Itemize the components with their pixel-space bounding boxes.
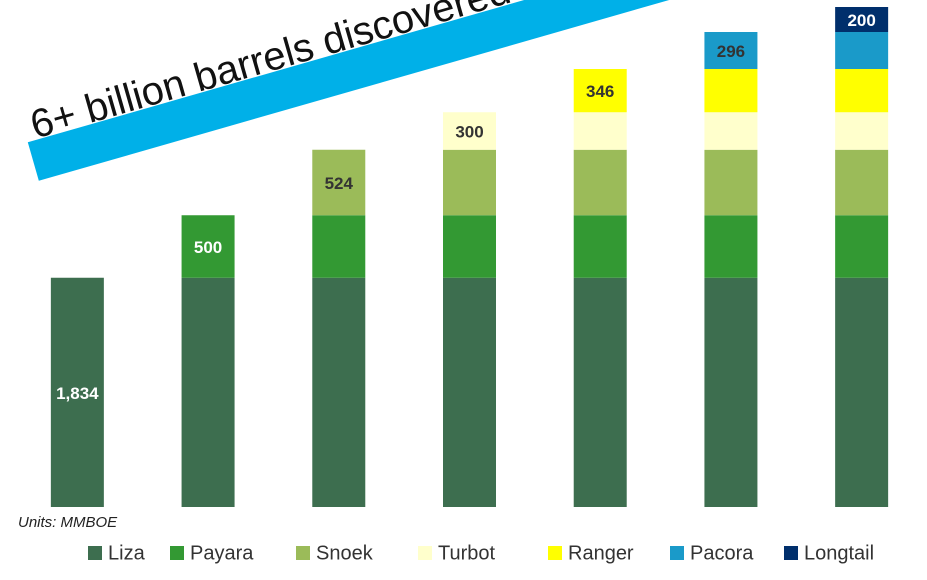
- legend-swatch: [170, 546, 184, 560]
- legend-swatch: [88, 546, 102, 560]
- data-label: 296: [717, 42, 745, 61]
- legend-swatch: [418, 546, 432, 560]
- bar-segment: [704, 149, 758, 216]
- banner-text: 6+ billion barrels discovered: [25, 0, 515, 147]
- bar-segment: [181, 215, 235, 278]
- data-label: 1,834: [56, 384, 99, 403]
- bar-segment: [573, 69, 627, 113]
- legend-swatch: [670, 546, 684, 560]
- banner: 6+ billion barrels discovered: [25, 0, 770, 181]
- banner-band: [27, 0, 770, 181]
- units-note: Units: MMBOE: [18, 514, 118, 531]
- bar-segment: [704, 112, 758, 150]
- legend-label: Turbot: [438, 542, 496, 564]
- bar-segment: [704, 69, 758, 113]
- legend-label: Longtail: [804, 542, 874, 564]
- data-label: 300: [455, 122, 483, 141]
- legend-label: Payara: [190, 542, 254, 564]
- bar-segment: [835, 69, 889, 113]
- bar-segment: [181, 277, 235, 507]
- bar-segment: [573, 149, 627, 216]
- bar-segment: [835, 32, 889, 69]
- legend-label: Snoek: [316, 542, 374, 564]
- bar-segment: [704, 277, 758, 507]
- bar-segment: [312, 149, 366, 216]
- bar-segment: [443, 149, 496, 216]
- bar-segment: [835, 149, 889, 216]
- bar-segment: [443, 112, 496, 150]
- bar-segment: [50, 277, 104, 507]
- legend-label: Ranger: [568, 542, 634, 564]
- bar-segment: [704, 32, 758, 69]
- bar-segment: [835, 277, 889, 507]
- legend-label: Liza: [108, 542, 146, 564]
- bar-segment: [312, 215, 366, 278]
- data-label: 500: [194, 238, 222, 257]
- legend-swatch: [296, 546, 310, 560]
- legend-swatch: [548, 546, 562, 560]
- data-label: 524: [325, 174, 354, 193]
- legend-swatch: [784, 546, 798, 560]
- bar-segment: [573, 277, 627, 507]
- bar-segment: [312, 277, 366, 507]
- bar-segment: [573, 112, 627, 150]
- legend-label: Pacora: [690, 542, 754, 564]
- data-label: 200: [847, 11, 875, 30]
- bar-segment: [835, 112, 889, 150]
- data-label: 346: [586, 82, 614, 101]
- bar-segment: [835, 7, 889, 32]
- bar-segment: [704, 215, 758, 278]
- bar-segment: [573, 215, 627, 278]
- bar-segment: [443, 215, 496, 278]
- bar-segment: [835, 215, 889, 278]
- bar-segment: [443, 277, 496, 507]
